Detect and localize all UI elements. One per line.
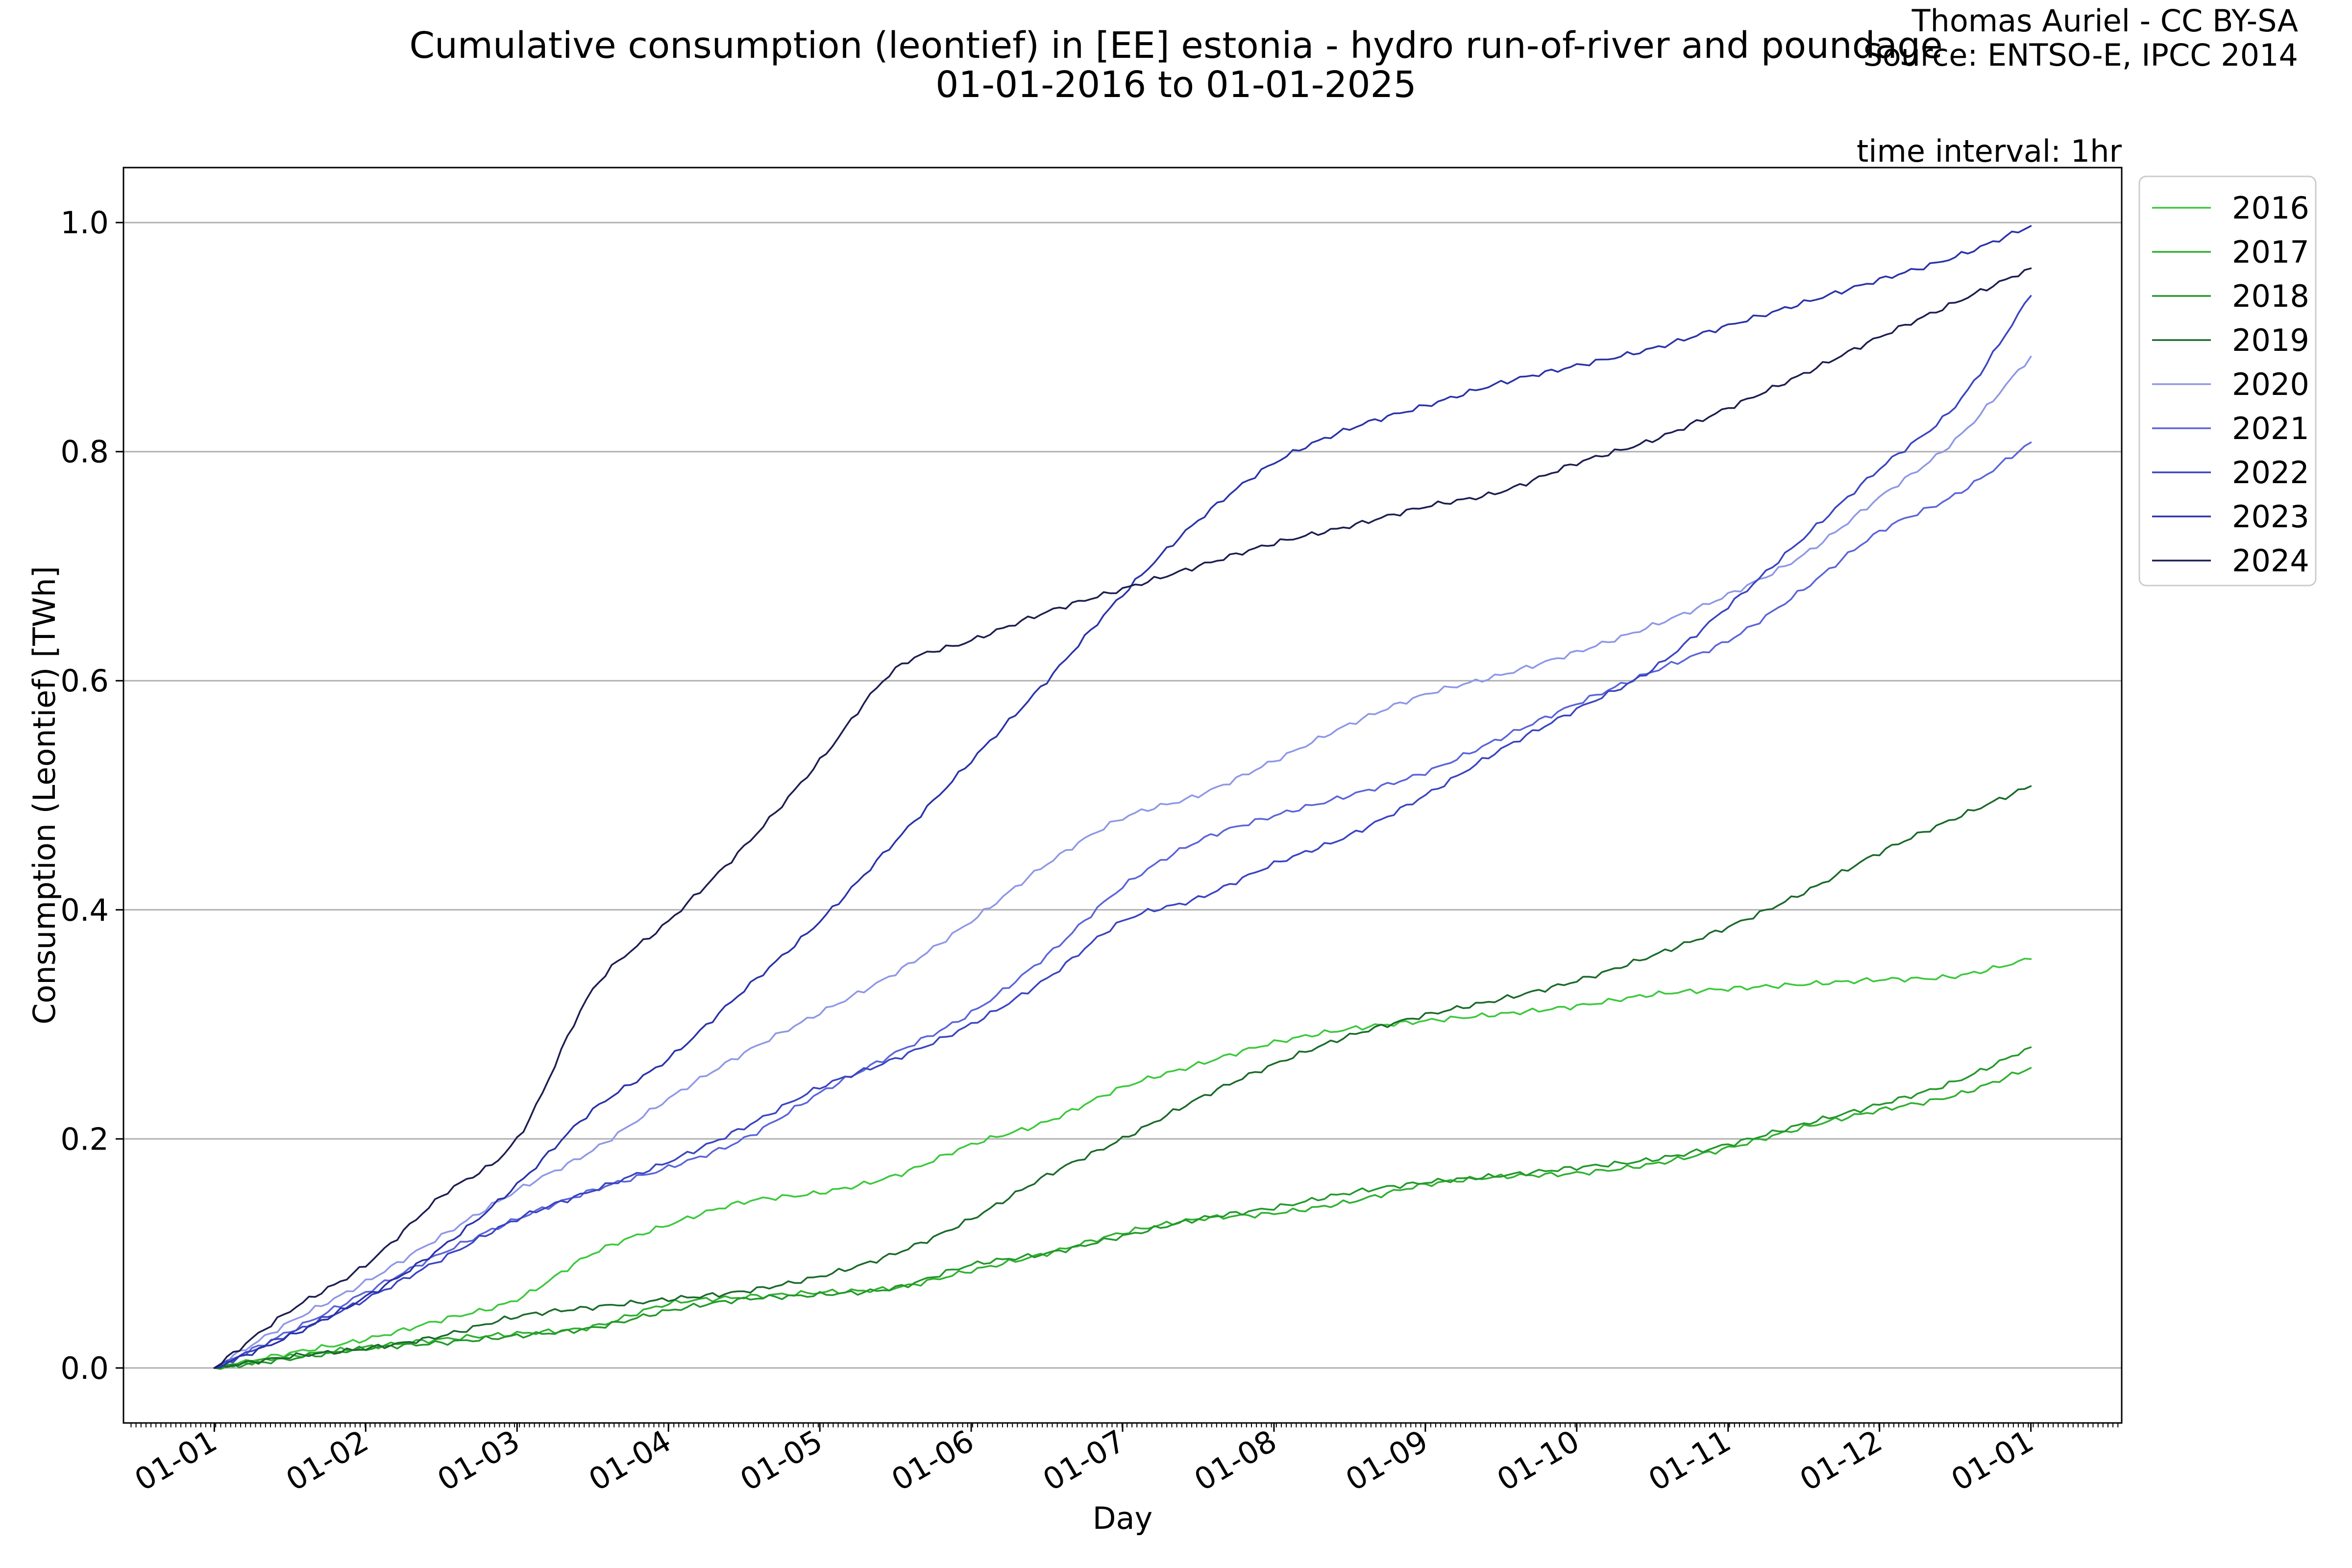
legend-label-2017: 2017 [2232,234,2309,270]
y-tick-label: 1.0 [60,205,109,241]
y-tick-label: 0.2 [60,1121,109,1157]
series-line-2019 [213,785,2032,1369]
series-line-2024 [213,267,2032,1369]
legend-label-2018: 2018 [2232,278,2309,314]
legend: 2016 2017 2018 2019 2020 2021 2022 2023 2024 [2138,175,2317,587]
credit-line2: Source: ENTSO-E, IPCC 2014 [1863,37,2298,73]
credit-line1: Thomas Auriel - CC BY-SA [1911,3,2298,39]
series-line-2017 [213,1067,2032,1370]
legend-label-2019: 2019 [2232,322,2309,358]
chart-title-line2: 01-01-2016 to 01-01-2025 [935,64,1416,106]
legend-label-2022: 2022 [2232,455,2309,490]
series-line-2023 [213,225,2032,1369]
y-tick-label: 0.6 [60,663,109,699]
plot-area [122,167,2123,1424]
series-lines [213,225,2032,1370]
legend-label-2021: 2021 [2232,411,2309,446]
series-line-2022 [213,295,2032,1369]
legend-label-2023: 2023 [2232,499,2309,535]
time-interval-label: time interval: 1hr [1857,133,2122,169]
legend-label-2016: 2016 [2232,190,2309,226]
grid-lines [123,221,2122,1369]
series-line-2016 [213,957,2032,1369]
series-line-2018 [213,1046,2032,1370]
series-line-2020 [213,355,2032,1369]
series-line-2021 [213,441,2032,1369]
y-tick-label: 0.8 [60,434,109,470]
legend-label-2020: 2020 [2232,367,2309,402]
x-axis-label: Day [1093,1500,1152,1536]
chart-title-line1: Cumulative consumption (leontief) in [EE… [409,24,1942,67]
y-tick-label: 0.4 [60,892,109,928]
legend-label-2024: 2024 [2232,543,2309,579]
y-axis: 0.0 0.2 0.4 0.6 0.8 1.0 [60,205,123,1386]
legend-frame [2138,175,2317,587]
y-tick-label: 0.0 [60,1350,109,1386]
y-axis-label: Consumption (Leontief) [TWh] [26,566,62,1025]
